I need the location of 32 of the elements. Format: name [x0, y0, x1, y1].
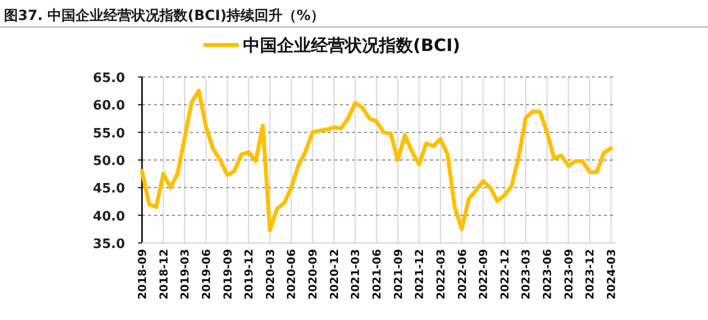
- x-tick-label: 2020-06: [285, 248, 298, 300]
- x-tick-label: 2021-03: [349, 249, 362, 300]
- y-tick-label: 55.0: [92, 126, 125, 142]
- x-tick-label: 2022-03: [434, 249, 448, 300]
- x-tick-label: 2019-12: [242, 249, 256, 300]
- y-tick-label: 45.0: [92, 182, 125, 197]
- x-tick-label: 2018-09: [136, 249, 149, 300]
- x-tick-label: 2022-06: [456, 248, 469, 300]
- x-tick-label: 2021-09: [392, 249, 405, 300]
- x-tick-label: 2020-03: [264, 249, 277, 300]
- x-tick-label: 2023-03: [520, 249, 533, 300]
- y-tick-label: 35.0: [92, 237, 125, 252]
- x-tick-label: 2024-03: [605, 249, 618, 300]
- y-tick-label: 65.0: [92, 71, 125, 86]
- x-tick-label: 2023-12: [584, 249, 597, 300]
- x-tick-label: 2019-06: [200, 248, 213, 300]
- x-tick-label: 2022-09: [477, 249, 490, 300]
- chart-title: 图37. 中国企业经营状况指数(BCI)持续回升（%）: [4, 7, 325, 24]
- x-tick-label: 2019-09: [221, 249, 234, 300]
- x-tick-label: 2023-09: [562, 249, 576, 300]
- y-tick-label: 60.0: [92, 98, 125, 114]
- x-tick-label: 2023-06: [541, 248, 554, 300]
- x-tick-label: 2021-12: [413, 249, 426, 300]
- x-tick-label: 2020-12: [328, 249, 341, 300]
- x-tick-label: 2018-12: [157, 249, 170, 300]
- y-tick-label: 40.0: [92, 209, 125, 224]
- y-tick-label: 50.0: [92, 154, 125, 169]
- x-tick-label: 2019-03: [178, 249, 192, 300]
- x-tick-label: 2020-09: [306, 249, 320, 300]
- legend-label: 中国企业经营状况指数(BCI): [243, 36, 460, 56]
- x-tick-label: 2022-12: [498, 249, 512, 300]
- x-tick-label: 2021-06: [370, 248, 384, 300]
